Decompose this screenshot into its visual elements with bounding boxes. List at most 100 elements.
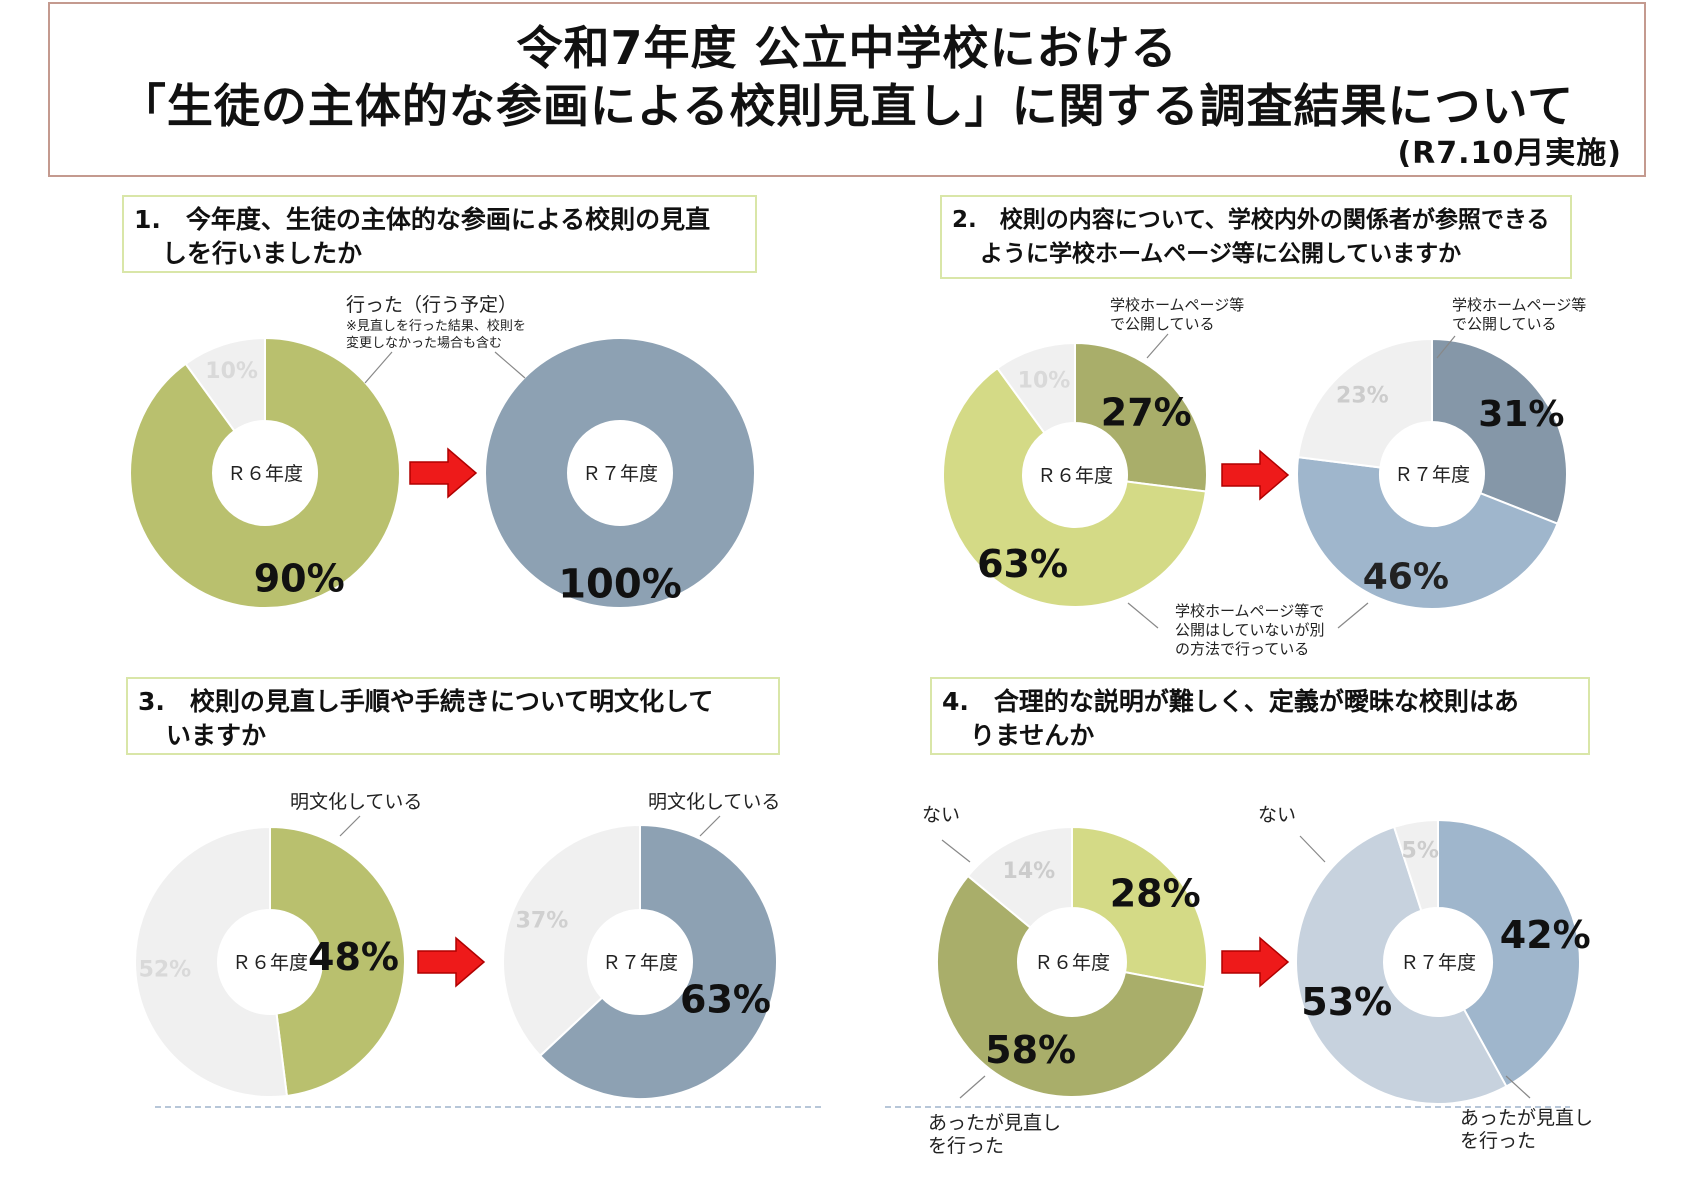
q1-r6-donut: 90% 10% Ｒ６年度 (129, 336, 401, 609)
q2-r6-slice-2 (996, 341, 1076, 435)
q1-r7-slice-0-label: 100% (558, 562, 682, 608)
q1-caption-note2: 変更しなかった場合も含む (346, 335, 502, 351)
q2-leader-line-d (1337, 602, 1369, 629)
q4-r7-slice-0 (1437, 818, 1581, 1088)
q4-r6-slice-1-label: 58% (985, 1028, 1076, 1072)
q4-r7-center-label: Ｒ７年度 (1400, 952, 1476, 974)
q4-r7-slice-2 (1392, 818, 1439, 912)
q2-r6-slice-1-label: 63% (977, 542, 1068, 586)
q4-r7-slice-1 (1295, 825, 1508, 1105)
q4-leader-line-b (1299, 835, 1326, 863)
q4-r6-slice-0 (1071, 825, 1208, 989)
q1-leader-line-b (494, 351, 526, 379)
survey-date: (R7.10月実施) (1397, 136, 1622, 171)
question-3-line2: いますか (166, 721, 267, 750)
q4-r6-slice-0-label: 28% (1110, 871, 1201, 915)
q3-r6-caption: 明文化している (290, 791, 422, 813)
q2-caption-other1: 学校ホームページ等で (1175, 602, 1324, 620)
q1-r6-slice-0-label: 90% (254, 557, 345, 601)
question-2-line1: 2. 校則の内容について、学校内外の関係者が参照できる (952, 207, 1550, 233)
q4-r6-caption-atta1: あったが見直し (928, 1112, 1061, 1134)
q3-r7-caption: 明文化している (648, 791, 780, 813)
q2-r7-donut: 31% 46% 23% Ｒ７年度 (1296, 337, 1568, 611)
q1-r7-center-label: Ｒ７年度 (582, 463, 658, 485)
q2-r6-slice-0-label: 27% (1101, 390, 1192, 434)
question-1-line1: 1. 今年度、生徒の主体的な参画による校則の見直 (134, 205, 711, 234)
q2-leader-line-c (1127, 602, 1159, 629)
q4-r6-caption-atta2: を行った (928, 1135, 1004, 1157)
question-3-line1: 3. 校則の見直し手順や手続きについて明文化して (138, 687, 714, 716)
question-3-box: 3. 校則の見直し手順や手続きについて明文化して いますか (126, 677, 780, 755)
arrow-icon-1 (409, 447, 478, 499)
q3-r6-slice-0-label: 48% (308, 935, 399, 979)
q4-r7-caption-atta1: あったが見直し (1460, 1107, 1593, 1129)
arrow-icon-2 (1221, 449, 1290, 501)
q1-r7-donut: 100% Ｒ７年度 (483, 337, 757, 609)
question-1-box: 1. 今年度、生徒の主体的な参画による校則の見直 しを行いましたか (122, 195, 757, 273)
q3-leader-line-b (699, 815, 721, 837)
q3-r6-slice-0 (269, 825, 406, 1098)
q4-r7-caption-atta2: を行った (1460, 1130, 1536, 1152)
q4-leader-line-a (941, 839, 971, 863)
q3-r7-donut: 63% 37% Ｒ７年度 (502, 823, 778, 1100)
q2-r7-caption-hp1: 学校ホームページ等 (1452, 296, 1586, 314)
title-box: 令和7年度 公立中学校における 「生徒の主体的な参画による校則見直し」に関する調… (48, 2, 1646, 177)
q3-r7-slice-1-label: 37% (516, 908, 569, 933)
q4-r7-caption-nai: ない (1258, 804, 1296, 826)
q4-r6-donut: 28% 58% 14% Ｒ６年度 (936, 825, 1208, 1098)
q1-r6-center-label: Ｒ６年度 (227, 463, 303, 485)
q2-r6-donut: 27% 63% 10% Ｒ６年度 (942, 341, 1208, 608)
question-1-line2: しを行いましたか (162, 239, 363, 268)
q1-caption-note1: ※見直しを行った結果、校則を (346, 318, 526, 334)
q1-caption: 行った（行う予定） (346, 294, 517, 316)
q2-leader-line-b (1436, 335, 1456, 359)
q3-leader-line-a (339, 815, 361, 837)
q4-r6-caption-nai: ない (922, 804, 960, 826)
q4-r7-slice-0-label: 42% (1500, 913, 1591, 957)
question-2-box: 2. 校則の内容について、学校内外の関係者が参照できる ように学校ホームページ等… (940, 195, 1572, 279)
q1-r7-slice-0 (483, 337, 757, 609)
q4-leader-line-d (1505, 1075, 1531, 1099)
q4-r7-donut: 42% 53% 5% Ｒ７年度 (1295, 818, 1591, 1105)
q2-leader-line-a (1146, 333, 1169, 359)
q1-leader-line-a (364, 351, 393, 384)
q2-r7-slice-0-label: 31% (1478, 394, 1564, 435)
q3-r7-slice-0 (538, 823, 778, 1100)
page-title-line2: 「生徒の主体的な参画による校則見直し」に関する調査結果について (119, 79, 1575, 133)
q2-r7-slice-1 (1296, 455, 1559, 611)
q2-caption-other2: 公開はしていないが別 (1175, 621, 1325, 639)
q2-r7-slice-2 (1296, 337, 1433, 469)
arrow-icon-3 (417, 936, 486, 988)
q3-r7-slice-0-label: 63% (680, 977, 771, 1021)
q2-caption-other3: の方法で行っている (1175, 640, 1309, 658)
q3-r6-slice-1-label: 52% (139, 957, 192, 982)
q3-r7-center-label: Ｒ７年度 (602, 952, 678, 974)
q2-r6-slice-0 (1074, 341, 1208, 493)
question-2-line2: ように学校ホームページ等に公開していますか (980, 241, 1462, 267)
q3-r7-slice-1 (502, 823, 641, 1058)
q2-r7-caption-hp2: で公開している (1452, 315, 1557, 333)
arrow-icon-4 (1221, 936, 1290, 988)
q4-r6-slice-2 (966, 825, 1073, 929)
q2-r6-center-label: Ｒ６年度 (1037, 465, 1113, 487)
question-4-box: 4. 合理的な説明が難しく、定義が曖昧な校則はあ りませんか (930, 677, 1590, 755)
q4-r6-slice-2-label: 14% (1003, 859, 1056, 884)
q4-r7-slice-2-label: 5% (1402, 838, 1439, 863)
q2-r7-center-label: Ｒ７年度 (1394, 464, 1470, 486)
q1-r6-slice-1 (184, 336, 266, 433)
q2-r7-slice-2-label: 23% (1336, 384, 1389, 409)
q1-r6-slice-0 (129, 336, 401, 609)
q2-r7-slice-0 (1431, 337, 1568, 525)
q3-r6-slice-1 (134, 825, 289, 1098)
q4-leader-line-c (959, 1075, 986, 1099)
page-title-line1: 令和7年度 公立中学校における (516, 21, 1178, 75)
q4-r7-slice-1-label: 53% (1301, 980, 1392, 1024)
q2-r6-slice-2-label: 10% (1018, 368, 1071, 393)
q2-r6-slice-1 (942, 366, 1208, 608)
q4-r6-center-label: Ｒ６年度 (1034, 952, 1110, 974)
q2-r6-caption-hp1: 学校ホームページ等 (1110, 296, 1244, 314)
q4-r6-slice-1 (936, 874, 1206, 1098)
question-4-line2: りませんか (970, 721, 1095, 750)
q3-r6-donut: 48% 52% Ｒ６年度 (134, 825, 406, 1098)
